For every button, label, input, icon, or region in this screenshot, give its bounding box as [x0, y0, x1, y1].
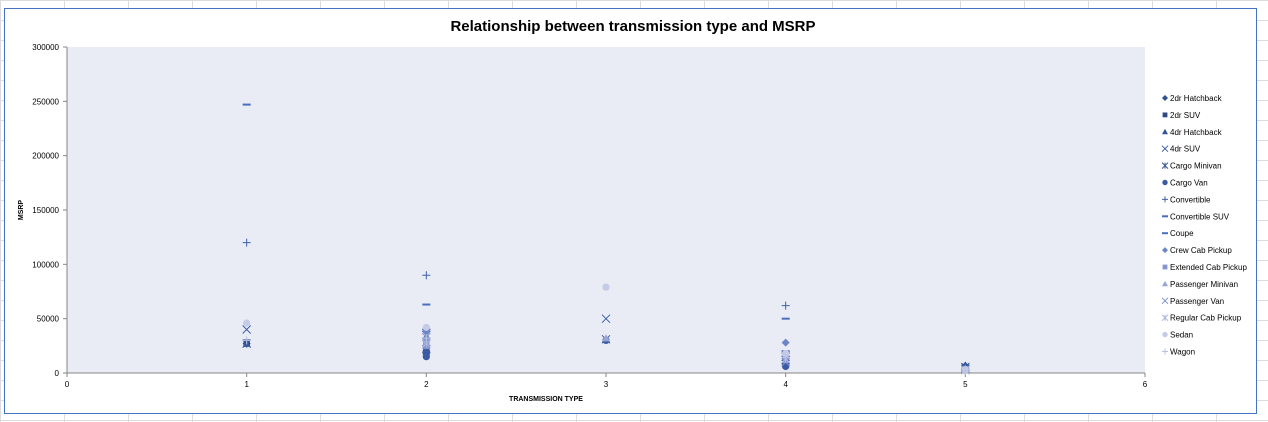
y-tick-label: 100000 — [32, 260, 59, 269]
legend-item: 4dr Hatchback — [1162, 128, 1223, 137]
legend-label: 4dr Hatchback — [1170, 128, 1223, 137]
legend-label: 2dr Hatchback — [1170, 94, 1223, 103]
legend-marker — [1162, 264, 1168, 270]
data-point — [422, 334, 431, 343]
legend-marker — [1162, 95, 1168, 101]
legend-item: 2dr Hatchback — [1162, 94, 1223, 103]
x-tick-label: 2 — [424, 380, 429, 389]
y-tick-label: 0 — [55, 369, 60, 378]
data-point — [781, 301, 790, 310]
data-point — [243, 319, 251, 327]
legend-item: Convertible — [1162, 195, 1211, 204]
legend-label: 4dr SUV — [1170, 145, 1201, 154]
y-tick-label: 300000 — [32, 43, 59, 52]
data-point — [782, 362, 790, 371]
legend-label: Extended Cab Pickup — [1170, 263, 1247, 272]
legend-item: Coupe — [1162, 229, 1194, 238]
data-point — [602, 283, 610, 291]
legend: 2dr Hatchback 2dr SUV 4dr Hatchback 4dr SUV… — [1161, 94, 1247, 357]
legend-item: Regular Cab Pickup — [1161, 314, 1242, 323]
legend-label: Crew Cab Pickup — [1170, 246, 1232, 255]
x-tick-label: 3 — [604, 380, 609, 389]
data-point — [782, 349, 790, 358]
legend-item: Convertible SUV — [1162, 212, 1230, 221]
legend-label: Cargo Minivan — [1170, 162, 1222, 171]
chart-frame: Relationship between transmission type a… — [4, 8, 1257, 414]
legend-item: Passenger Van — [1161, 297, 1224, 306]
y-tick-label: 200000 — [32, 152, 59, 161]
legend-marker — [1162, 179, 1168, 186]
legend-marker — [1162, 128, 1168, 135]
legend-marker — [1161, 145, 1169, 153]
legend-label: Regular Cab Pickup — [1170, 314, 1242, 323]
legend-label: Passenger Van — [1170, 297, 1224, 306]
y-tick-label: 150000 — [32, 206, 59, 215]
data-point — [422, 271, 431, 280]
legend-marker — [1161, 297, 1169, 305]
data-point — [961, 366, 970, 375]
data-point — [242, 325, 252, 334]
legend-marker — [1162, 348, 1168, 355]
tick-labels: 0 1 2 3 4 5 6 0 50000 100000 150000 200000 250000 300… — [32, 43, 1147, 389]
y-axis-label: MSRP — [18, 200, 25, 221]
legend-marker — [1162, 331, 1168, 338]
data-point — [422, 323, 430, 331]
x-axis-label: TRANSMISSION TYPE — [509, 396, 583, 403]
data-point — [781, 353, 790, 362]
legend-marker — [1161, 162, 1169, 169]
legend-label: Coupe — [1170, 229, 1194, 238]
legend-item: Crew Cab Pickup — [1162, 246, 1232, 255]
x-tick-label: 6 — [1143, 380, 1148, 389]
y-tick-label: 50000 — [37, 315, 60, 324]
legend-marker — [1162, 280, 1168, 287]
chart-title: Relationship between transmission type a… — [450, 18, 815, 35]
legend-item: Cargo Minivan — [1161, 162, 1222, 171]
plot-area — [67, 47, 1145, 373]
data-points — [242, 103, 970, 375]
legend-label: 2dr SUV — [1170, 111, 1201, 120]
y-tick-label: 250000 — [32, 97, 59, 106]
legend-item: Passenger Minivan — [1162, 280, 1238, 289]
series-group — [243, 283, 969, 374]
x-tick-label: 0 — [65, 380, 70, 389]
x-tick-label: 1 — [244, 380, 249, 389]
legend-marker — [1161, 314, 1169, 322]
data-point — [781, 338, 790, 347]
data-point — [242, 336, 251, 345]
data-point — [422, 347, 430, 355]
x-tick-label: 4 — [783, 380, 788, 389]
legend-label: Convertible SUV — [1170, 212, 1230, 221]
data-point — [601, 314, 611, 324]
data-point — [602, 334, 610, 342]
legend-label: Passenger Minivan — [1170, 280, 1238, 289]
legend-label: Cargo Van — [1170, 179, 1208, 188]
series-group — [242, 334, 970, 375]
legend-item: Sedan — [1162, 331, 1193, 340]
data-point — [242, 238, 251, 247]
legend-item: Wagon — [1162, 348, 1195, 357]
legend-marker — [1162, 247, 1168, 254]
legend-label: Convertible — [1170, 195, 1211, 204]
legend-item: 2dr SUV — [1162, 111, 1201, 120]
x-tick-label: 5 — [963, 380, 968, 389]
legend-item: Cargo Van — [1162, 179, 1208, 188]
legend-item: Extended Cab Pickup — [1162, 263, 1247, 272]
legend-item: 4dr SUV — [1161, 145, 1201, 154]
legend-marker — [1162, 196, 1168, 203]
legend-label: Sedan — [1170, 331, 1193, 340]
scatter-chart: Relationship between transmission type a… — [18, 18, 1247, 403]
legend-marker — [1162, 112, 1168, 118]
legend-label: Wagon — [1170, 348, 1195, 357]
